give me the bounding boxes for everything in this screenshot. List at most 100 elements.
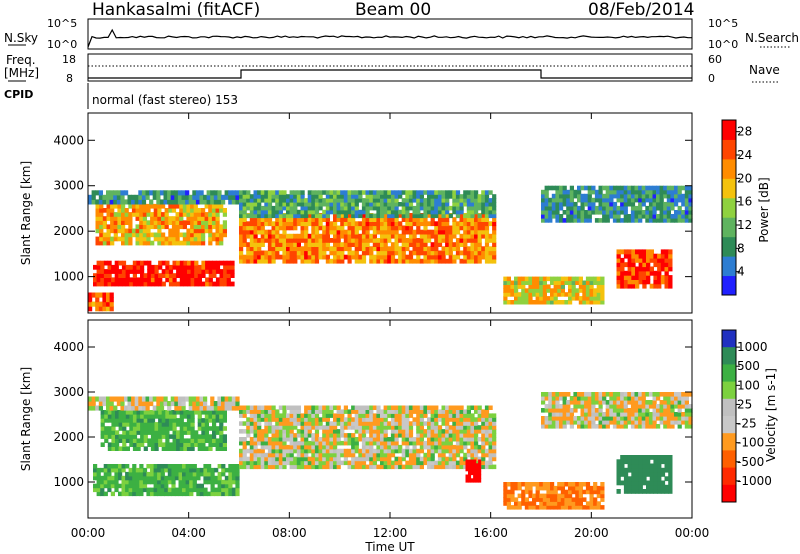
heatmap-cell <box>102 306 107 312</box>
heatmap-cell <box>203 464 208 469</box>
heatmap-cell <box>246 429 251 434</box>
heatmap-cell <box>470 217 475 222</box>
heatmap-cell <box>307 425 312 430</box>
heatmap-cell <box>275 213 280 219</box>
heatmap-cell <box>517 482 522 487</box>
heatmap-cell <box>164 212 169 217</box>
heatmap-cell <box>408 194 414 199</box>
heatmap-cell <box>559 205 564 211</box>
heatmap-cell <box>634 214 639 219</box>
heatmap-cell <box>394 238 399 243</box>
heatmap-cell <box>156 194 161 200</box>
heatmap-cell <box>219 260 224 266</box>
heatmap-cell <box>477 229 482 235</box>
heatmap-cell <box>264 409 269 414</box>
heatmap-cell <box>463 413 468 418</box>
heatmap-cell <box>208 216 213 221</box>
heatmap-cell <box>481 221 486 227</box>
heatmap-cell <box>566 408 571 413</box>
heatmap-cell <box>452 254 457 260</box>
heatmap-cell <box>419 456 424 462</box>
heatmap-cell <box>102 240 107 246</box>
heatmap-cell <box>577 193 582 199</box>
heatmap-cell <box>627 279 632 285</box>
heatmap-cell <box>325 209 330 215</box>
heatmap-cell <box>437 213 443 218</box>
heatmap-cell <box>190 212 195 217</box>
heatmap-cell <box>555 420 560 425</box>
heatmap-cell <box>120 396 125 402</box>
heatmap-cell <box>113 236 118 242</box>
heatmap-cell <box>275 440 280 446</box>
heatmap-cell <box>427 421 432 426</box>
heatmap-cell <box>204 414 209 419</box>
heatmap-cell <box>239 246 244 252</box>
heatmap-cell <box>437 425 443 430</box>
heatmap-cell <box>228 487 233 493</box>
heatmap-cell <box>390 448 396 454</box>
heatmap-cell <box>168 220 173 225</box>
heatmap-cell <box>380 250 385 256</box>
heatmap-cell <box>98 292 103 298</box>
heatmap-cell <box>333 413 338 418</box>
heatmap-cell <box>99 240 104 246</box>
heatmap-cell <box>646 467 651 473</box>
heatmap-cell <box>564 493 569 499</box>
heatmap-cell <box>207 475 212 481</box>
heatmap-cell <box>437 254 443 260</box>
heatmap-cell <box>623 249 629 255</box>
heatmap-cell <box>369 413 374 418</box>
heatmap-cell <box>293 213 298 219</box>
heatmap-cell <box>688 404 693 409</box>
heatmap-cell <box>296 417 301 422</box>
heatmap-cell <box>506 276 511 282</box>
heatmap-cell <box>358 460 363 466</box>
heatmap-cell <box>170 190 175 196</box>
heatmap-cell <box>351 233 356 239</box>
heatmap-cell <box>139 483 144 489</box>
heatmap-cell <box>307 258 312 264</box>
heatmap-cell <box>452 464 457 470</box>
heatmap-cell <box>249 254 254 260</box>
heatmap-cell <box>96 273 101 278</box>
heatmap-cell <box>325 229 330 235</box>
heatmap-cell <box>354 425 359 430</box>
heatmap-cell <box>463 452 468 458</box>
heatmap-cell <box>98 301 103 307</box>
heatmap-cell <box>481 194 486 199</box>
heatmap-cell <box>246 405 251 410</box>
heatmap-cell <box>677 392 682 397</box>
heatmap-cell <box>612 404 618 409</box>
heatmap-cell <box>620 279 625 285</box>
heatmap-cell <box>365 209 370 215</box>
heatmap-cell <box>354 421 359 426</box>
heatmap-cell <box>205 281 210 287</box>
heatmap-cell <box>311 202 316 207</box>
heatmap-cell <box>289 242 294 247</box>
heatmap-cell <box>118 446 123 451</box>
heatmap-cell <box>246 202 251 207</box>
heatmap-cell <box>289 190 294 195</box>
heatmap-cell <box>470 478 474 483</box>
heatmap-cell <box>168 418 174 423</box>
heatmap-cell <box>459 433 464 438</box>
heatmap-cell <box>296 198 301 203</box>
heatmap-cell <box>139 208 144 213</box>
heatmap-cell <box>564 300 569 305</box>
heatmap-cell <box>118 281 123 287</box>
heatmap-cell <box>264 405 269 410</box>
heatmap-cell <box>648 412 654 417</box>
heatmap-cell <box>88 405 93 411</box>
heatmap-cell <box>627 476 632 482</box>
heatmap-cell <box>541 210 546 215</box>
heatmap-cell <box>638 193 643 199</box>
heatmap-cell <box>351 225 356 231</box>
heatmap-cell <box>484 221 490 227</box>
heatmap-cell <box>154 410 159 415</box>
heatmap-cell <box>677 408 682 413</box>
heatmap-cell <box>113 190 118 196</box>
heatmap-cell <box>154 438 159 443</box>
heatmap-cell <box>246 440 251 446</box>
heatmap-cell <box>249 437 254 442</box>
heatmap-cell <box>145 401 150 407</box>
